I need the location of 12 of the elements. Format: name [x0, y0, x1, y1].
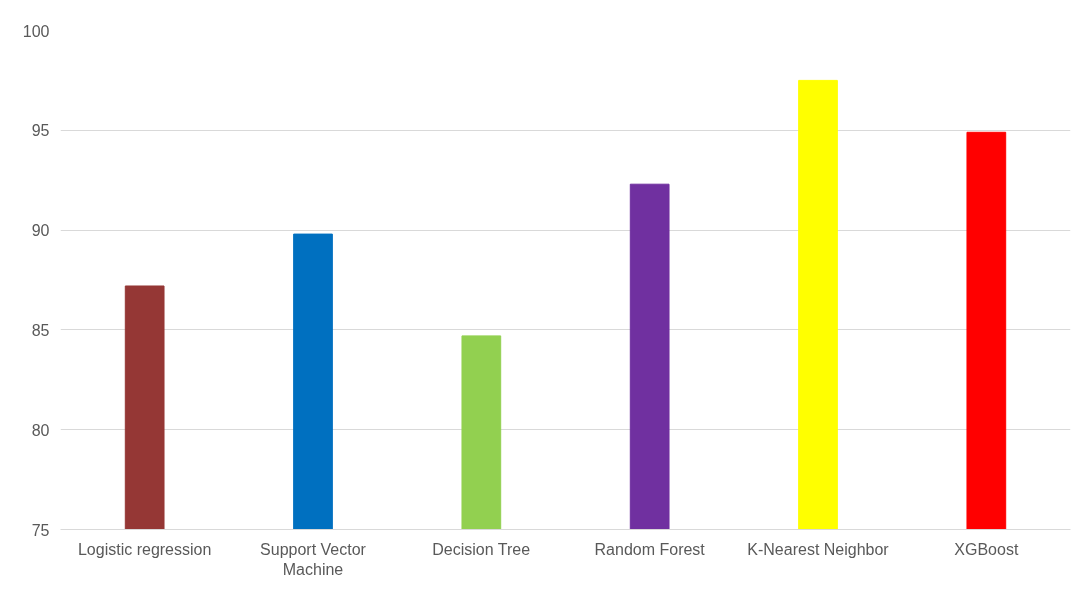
y-tick-label: 80	[31, 421, 50, 439]
y-tick-label: 95	[31, 122, 50, 140]
y-tick-label: 75	[31, 521, 50, 539]
x-tick-label: K-Nearest Neighbor	[747, 540, 890, 558]
y-tick-label: 100	[22, 22, 50, 40]
x-tick-label: Random Forest	[594, 540, 706, 558]
x-tick-label: Decision Tree	[432, 540, 531, 558]
y-tick-label: 85	[31, 321, 50, 339]
x-tick-label: Support Vector Machine	[260, 540, 367, 578]
x-tick-label: Logistic regression	[77, 540, 212, 558]
x-tick-label: XGBoost	[954, 540, 1019, 558]
y-tick-label: 90	[31, 222, 50, 240]
